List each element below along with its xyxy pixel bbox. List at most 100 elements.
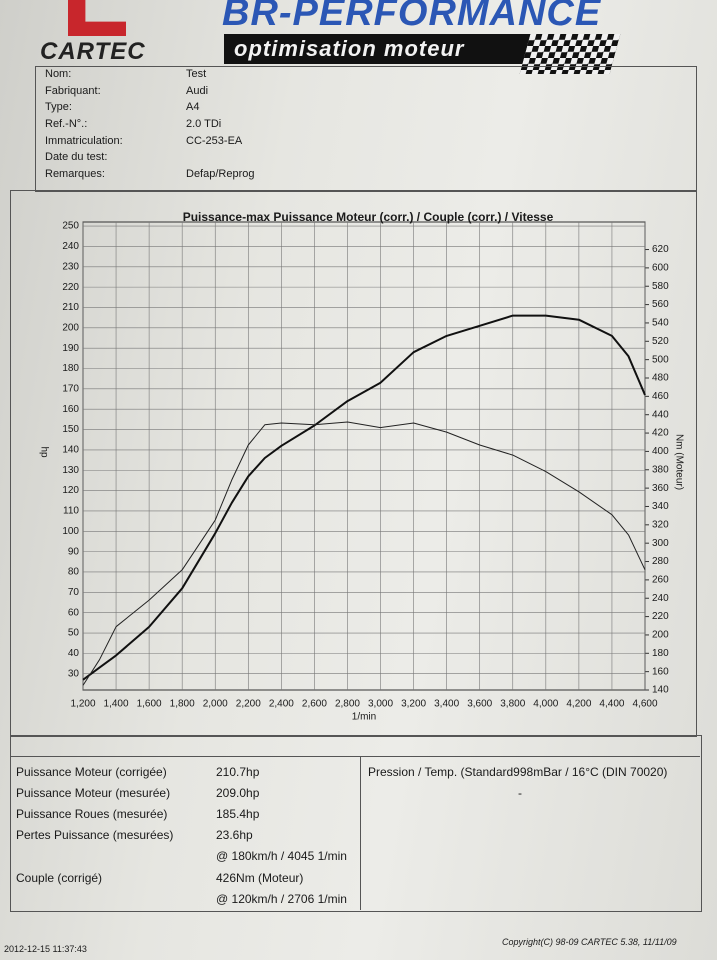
x-tick-label: 3,000 xyxy=(368,699,393,710)
y2-tick-label: 360 xyxy=(652,483,669,494)
x-tick-label: 1,800 xyxy=(170,699,195,710)
y-tick-label: 90 xyxy=(68,546,80,557)
x-tick-label: 2,800 xyxy=(335,699,360,710)
field-value: Defap/Reprog xyxy=(186,168,255,180)
y2-tick-label: 280 xyxy=(652,556,669,567)
x-tick-label: 4,200 xyxy=(566,699,591,710)
result-value: @ 180km/h / 4045 1/min xyxy=(216,849,347,863)
x-tick-label: 3,600 xyxy=(467,699,492,710)
chart-box xyxy=(10,190,697,737)
y2-tick-label: 580 xyxy=(652,281,669,292)
y-tick-label: 50 xyxy=(68,628,80,639)
y-tick-label: 30 xyxy=(68,668,80,679)
logo: CARTEC xyxy=(40,38,146,65)
result-label: Couple (corrigé) xyxy=(16,871,103,885)
result-value: 185.4hp xyxy=(216,807,260,821)
result-label: Puissance Moteur (mesurée) xyxy=(16,786,171,800)
x-axis-label: 1/min xyxy=(352,712,376,723)
result-label: Pertes Puissance (mesurées) xyxy=(16,828,174,842)
y-axis-label: hp xyxy=(38,446,49,458)
y2-tick-label: 320 xyxy=(652,519,669,530)
field-value: A4 xyxy=(186,101,200,113)
results-box xyxy=(10,735,702,912)
x-tick-label: 3,800 xyxy=(500,699,525,710)
field-label: Remarques: xyxy=(45,168,105,180)
y-tick-label: 150 xyxy=(62,424,79,435)
y-tick-label: 140 xyxy=(62,445,79,456)
y-tick-label: 40 xyxy=(68,648,80,659)
plot-area xyxy=(82,221,646,691)
x-tick-label: 1,400 xyxy=(104,699,129,710)
conditions-value: - xyxy=(518,786,522,800)
field-value: Test xyxy=(186,68,207,80)
y2-tick-label: 540 xyxy=(652,318,669,329)
vehicle-box xyxy=(35,66,697,192)
y-tick-label: 250 xyxy=(62,221,79,232)
y-tick-label: 180 xyxy=(62,363,79,374)
x-tick-label: 3,400 xyxy=(434,699,459,710)
field-label: Ref.-N°.: xyxy=(45,118,88,130)
x-tick-label: 2,600 xyxy=(302,699,327,710)
y2-tick-label: 200 xyxy=(652,630,669,641)
y2-tick-label: 440 xyxy=(652,409,669,420)
y-tick-label: 240 xyxy=(62,241,79,252)
y-tick-label: 130 xyxy=(62,465,79,476)
y-tick-label: 230 xyxy=(62,261,79,272)
field-value: 2.0 TDi xyxy=(186,118,222,130)
field-label: Immatriculation: xyxy=(45,135,123,147)
result-value: 210.7hp xyxy=(216,765,260,779)
result-label: Puissance Moteur (corrigée) xyxy=(16,765,167,779)
y2-tick-label: 140 xyxy=(652,685,669,696)
x-tick-label: 1,200 xyxy=(70,699,95,710)
y2-axis-label: Nm (Moteur) xyxy=(673,434,684,490)
divider xyxy=(360,756,361,910)
x-tick-label: 4,600 xyxy=(632,699,657,710)
y2-tick-label: 400 xyxy=(652,446,669,457)
field-label: Date du test: xyxy=(45,151,108,163)
y-tick-label: 160 xyxy=(62,404,79,415)
y2-tick-label: 620 xyxy=(652,244,669,255)
x-tick-label: 4,400 xyxy=(599,699,624,710)
result-value: 23.6hp xyxy=(216,828,253,842)
brand: BR-PERFORMANCE xyxy=(222,0,602,34)
y2-tick-label: 420 xyxy=(652,428,669,439)
field-value: CC-253-EA xyxy=(186,135,243,147)
chart-title: Puissance-max Puissance Moteur (corr.) /… xyxy=(183,210,554,224)
y2-tick-label: 220 xyxy=(652,611,669,622)
y2-tick-label: 480 xyxy=(652,373,669,384)
divider xyxy=(10,756,700,757)
y-tick-label: 100 xyxy=(62,526,79,537)
tagline: optimisation moteur xyxy=(224,34,534,64)
x-tick-label: 1,600 xyxy=(137,699,162,710)
x-tick-label: 2,400 xyxy=(269,699,294,710)
field-label: Fabriquant: xyxy=(45,85,101,97)
y-tick-label: 220 xyxy=(62,282,79,293)
result-value: @ 120km/h / 2706 1/min xyxy=(216,892,347,906)
y2-tick-label: 520 xyxy=(652,336,669,347)
x-tick-label: 4,000 xyxy=(533,699,558,710)
result-value: 426Nm (Moteur) xyxy=(216,871,304,885)
timestamp: 2012-12-15 11:37:43 xyxy=(4,944,87,954)
y-tick-label: 110 xyxy=(63,506,79,517)
copyright: Copyright(C) 98-09 CARTEC 5.38, 11/11/09 xyxy=(502,937,677,947)
y2-tick-label: 300 xyxy=(652,538,669,549)
series-line xyxy=(82,421,646,686)
conditions: Pression / Temp. (Standard998mBar / 16°C… xyxy=(368,765,668,779)
y-tick-label: 210 xyxy=(62,302,79,313)
y-tick-label: 170 xyxy=(62,383,79,394)
y2-tick-label: 160 xyxy=(652,666,669,677)
y-tick-label: 120 xyxy=(62,485,79,496)
y2-tick-label: 180 xyxy=(652,648,669,659)
y-tick-label: 70 xyxy=(68,587,80,598)
y2-tick-label: 380 xyxy=(652,464,669,475)
y2-tick-label: 600 xyxy=(652,263,669,274)
y2-tick-label: 260 xyxy=(652,575,669,586)
y2-tick-label: 500 xyxy=(652,354,669,365)
y2-tick-label: 340 xyxy=(652,501,669,512)
y2-tick-label: 240 xyxy=(652,593,669,604)
y-tick-label: 200 xyxy=(62,322,79,333)
field-label: Type: xyxy=(45,101,72,113)
series-line xyxy=(82,314,646,681)
